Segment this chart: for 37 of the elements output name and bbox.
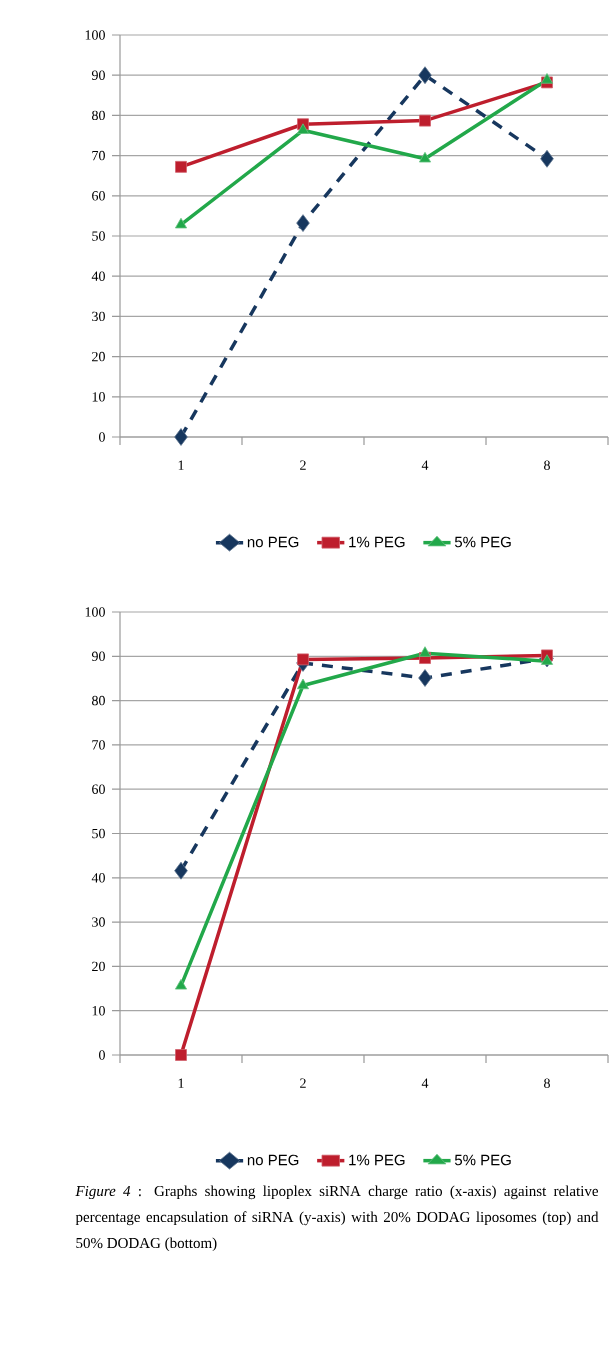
y-tick-label: 60 — [92, 784, 105, 794]
y-tick-label: 40 — [91, 873, 105, 883]
y-tick-label: 90 — [91, 651, 105, 662]
x-tick-label: 8 — [544, 460, 550, 470]
text: Figure 4 : Graphs showing lipoplex siRNA charge ratio (x-axis) against relative percentage encapsulation of siRNA (y-axis) with 20% DODAG liposomes (top) and 50% DODAG (bottom) — [75, 1185, 599, 1252]
y-tick-label: 70 — [92, 150, 105, 161]
y-tick-label: 80 — [92, 695, 105, 706]
y-tick-label: 40 — [91, 271, 105, 281]
legend-label: 5% PEG — [454, 536, 511, 548]
legend-label: 1% PEG — [349, 1154, 405, 1166]
y-tick-label: 70 — [92, 740, 105, 750]
y-tick-label: 20 — [92, 351, 105, 362]
x-tick-label: 4 — [421, 460, 429, 470]
y-tick-label: 80 — [92, 110, 105, 121]
y-tick-label: 0 — [99, 432, 105, 442]
y-tick-label: 10 — [92, 392, 105, 402]
y-tick-label: 100 — [85, 30, 105, 40]
y-tick-label: 100 — [85, 607, 105, 617]
legend-label: 5% PEG — [454, 1154, 511, 1166]
y-tick-label: 30 — [92, 917, 105, 927]
x-tick-label: 2 — [300, 460, 306, 470]
y-tick-label: 60 — [92, 191, 105, 201]
y-tick-label: 20 — [92, 961, 105, 972]
legend-label: no PEG — [247, 536, 299, 548]
y-tick-label: 50 — [92, 828, 105, 839]
x-tick-label: 1 — [178, 460, 184, 470]
y-tick-label: 50 — [92, 231, 105, 241]
legend-label: no PEG — [247, 1154, 299, 1166]
legend-label: 1% PEG — [349, 536, 405, 548]
x-tick-label: 2 — [300, 1078, 306, 1088]
x-tick-label: 4 — [421, 1078, 429, 1088]
y-tick-label: 0 — [99, 1050, 105, 1060]
y-tick-label: 30 — [92, 311, 105, 322]
y-tick-label: 90 — [91, 70, 105, 80]
y-tick-label: 10 — [92, 1005, 105, 1016]
x-tick-label: 8 — [544, 1078, 550, 1088]
x-tick-label: 1 — [178, 1078, 184, 1088]
